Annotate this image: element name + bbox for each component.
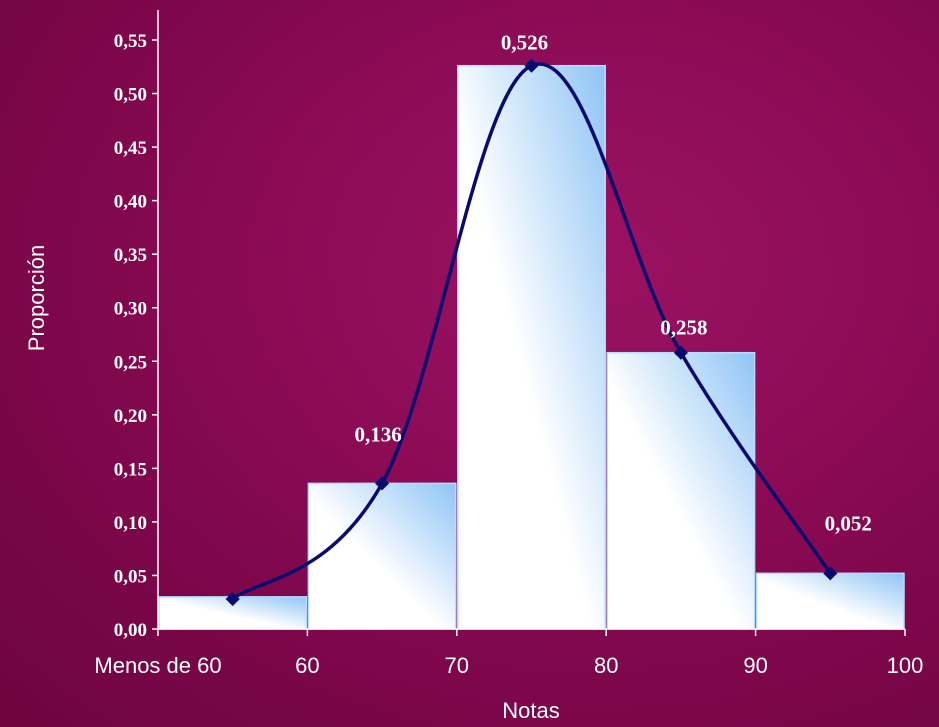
x-tick-label: 90 <box>743 653 767 678</box>
y-tick-label: 0,40 <box>114 192 147 213</box>
y-tick-label: 0,25 <box>114 352 147 373</box>
x-tick-label: 70 <box>445 653 469 678</box>
line-point-marker <box>375 476 390 491</box>
y-tick-label: 0,05 <box>114 566 147 587</box>
x-tick-label: 60 <box>295 653 319 678</box>
x-tick-label: Menos de 60 <box>94 653 221 678</box>
x-tick-label: 100 <box>887 653 924 678</box>
line-point-marker <box>225 591 240 607</box>
data-label: 0,136 <box>354 422 401 446</box>
line-point-marker <box>524 58 539 73</box>
bars-layer <box>158 64 905 630</box>
data-label: 0,526 <box>501 31 548 55</box>
y-tick-label: 0,20 <box>114 406 147 427</box>
y-tick-label: 0,15 <box>114 459 147 480</box>
histogram-bar-4 <box>606 351 756 630</box>
y-tick-label: 0,50 <box>114 85 147 106</box>
line-layer <box>225 58 838 607</box>
labels-layer: 0,136 0,526 0,258 0,052 <box>354 31 871 536</box>
line-point-marker <box>823 566 838 581</box>
y-axis-title: Proporción <box>24 245 49 351</box>
y-tick-label: 0,30 <box>114 299 147 320</box>
histogram-bar-3 <box>457 64 606 630</box>
y-tick-label: 0,10 <box>114 513 147 534</box>
y-tick-label: 0,00 <box>114 620 147 641</box>
data-label: 0,052 <box>825 511 872 535</box>
y-tick-label: 0,35 <box>114 245 147 266</box>
data-label: 0,258 <box>660 316 707 340</box>
x-axis-title: Notas <box>502 698 559 723</box>
histogram-bar-5 <box>755 572 905 630</box>
histogram-bar-2 <box>307 482 457 630</box>
y-tick-label: 0,55 <box>114 31 147 52</box>
y-tick-label: 0,45 <box>114 138 147 159</box>
line-point-marker <box>673 345 688 360</box>
axes-layer: 0,00 0,05 0,10 0,15 0,20 0,25 0,30 0,35 0,40 0,45… <box>94 10 923 678</box>
x-tick-label: 80 <box>594 653 618 678</box>
